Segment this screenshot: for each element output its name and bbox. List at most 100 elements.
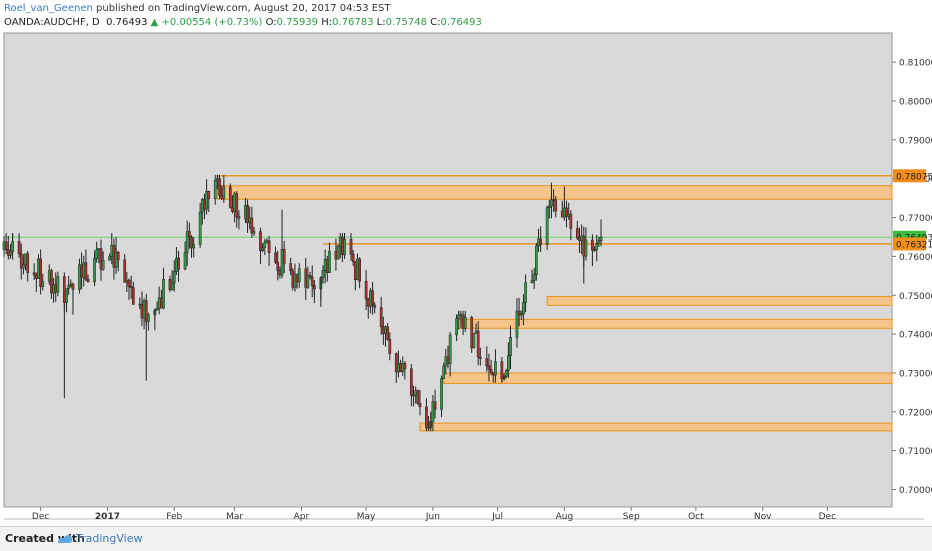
candle[interactable] bbox=[394, 352, 398, 383]
candle[interactable] bbox=[517, 297, 521, 327]
candle[interactable] bbox=[519, 310, 523, 320]
candle[interactable] bbox=[358, 257, 361, 289]
candle[interactable] bbox=[515, 298, 519, 348]
candle[interactable] bbox=[485, 346, 489, 372]
candle[interactable] bbox=[524, 274, 527, 313]
candle[interactable] bbox=[310, 265, 314, 298]
candle[interactable] bbox=[494, 349, 497, 383]
candle[interactable] bbox=[67, 276, 71, 296]
candle[interactable] bbox=[463, 310, 467, 332]
candle[interactable] bbox=[584, 227, 588, 261]
candle[interactable] bbox=[595, 234, 599, 262]
candle[interactable] bbox=[32, 263, 36, 280]
candle[interactable] bbox=[93, 250, 96, 287]
candle[interactable] bbox=[246, 199, 249, 233]
candle[interactable] bbox=[336, 244, 340, 260]
candle[interactable] bbox=[17, 233, 21, 258]
candle[interactable] bbox=[297, 263, 301, 288]
candle[interactable] bbox=[205, 179, 208, 215]
candle[interactable] bbox=[291, 267, 295, 291]
candle[interactable] bbox=[349, 233, 353, 261]
candle[interactable] bbox=[597, 236, 601, 247]
candle[interactable] bbox=[545, 205, 549, 250]
candle[interactable] bbox=[123, 254, 127, 283]
candle[interactable] bbox=[261, 243, 264, 253]
candle[interactable] bbox=[4, 233, 8, 255]
candle[interactable] bbox=[418, 389, 422, 416]
candle[interactable] bbox=[207, 190, 211, 213]
candle[interactable] bbox=[386, 323, 390, 341]
candle[interactable] bbox=[530, 269, 534, 284]
candle[interactable] bbox=[26, 250, 30, 282]
author-link[interactable]: Roel_van_Geenen bbox=[4, 3, 93, 14]
candle[interactable] bbox=[86, 274, 90, 283]
candle[interactable] bbox=[65, 288, 68, 313]
candle[interactable] bbox=[172, 260, 176, 292]
candle[interactable] bbox=[535, 242, 538, 281]
candle[interactable] bbox=[373, 302, 377, 314]
candle[interactable] bbox=[190, 235, 193, 258]
candle[interactable] bbox=[131, 281, 135, 305]
candle[interactable] bbox=[364, 269, 368, 311]
candle[interactable] bbox=[267, 235, 271, 266]
candle[interactable] bbox=[504, 368, 508, 379]
candle[interactable] bbox=[308, 271, 312, 280]
candle[interactable] bbox=[50, 268, 53, 300]
candle[interactable] bbox=[9, 243, 12, 259]
candle[interactable] bbox=[108, 253, 111, 261]
candle[interactable] bbox=[506, 342, 510, 378]
candle[interactable] bbox=[95, 241, 99, 263]
candle[interactable] bbox=[250, 206, 254, 238]
candle[interactable] bbox=[416, 389, 420, 405]
candle[interactable] bbox=[539, 226, 543, 253]
candle[interactable] bbox=[39, 249, 42, 295]
candle[interactable] bbox=[431, 394, 435, 432]
support-resistance-zone[interactable] bbox=[546, 295, 893, 306]
candle[interactable] bbox=[177, 250, 180, 282]
candle[interactable] bbox=[509, 325, 512, 370]
candle[interactable] bbox=[489, 359, 493, 376]
candle[interactable] bbox=[569, 210, 573, 241]
candle[interactable] bbox=[448, 331, 452, 377]
support-resistance-zone[interactable] bbox=[443, 372, 893, 384]
candle[interactable] bbox=[433, 389, 437, 419]
symbol-label[interactable]: OANDA:AUDCHF, D bbox=[4, 17, 100, 28]
plot-area[interactable] bbox=[3, 32, 893, 508]
candle[interactable] bbox=[56, 271, 60, 297]
candle[interactable] bbox=[155, 301, 159, 311]
candle[interactable] bbox=[442, 362, 446, 380]
candle[interactable] bbox=[351, 249, 355, 266]
candle[interactable] bbox=[593, 246, 596, 252]
candle[interactable] bbox=[116, 251, 120, 272]
candle[interactable] bbox=[532, 267, 536, 289]
candle[interactable] bbox=[554, 196, 558, 218]
support-resistance-zone[interactable] bbox=[216, 185, 893, 200]
candle[interactable] bbox=[289, 257, 293, 276]
candle[interactable] bbox=[487, 353, 491, 382]
candle[interactable] bbox=[127, 278, 131, 300]
candle[interactable] bbox=[476, 321, 480, 366]
candle[interactable] bbox=[41, 273, 45, 291]
candle[interactable] bbox=[427, 416, 430, 432]
candle[interactable] bbox=[162, 267, 165, 310]
candle[interactable] bbox=[410, 363, 413, 407]
candle[interactable] bbox=[263, 238, 267, 256]
candle[interactable] bbox=[183, 241, 187, 271]
candle[interactable] bbox=[478, 347, 482, 366]
candle[interactable] bbox=[412, 385, 415, 407]
candle[interactable] bbox=[328, 242, 331, 273]
candle[interactable] bbox=[198, 203, 202, 248]
candle[interactable] bbox=[321, 265, 325, 284]
candle[interactable] bbox=[280, 244, 284, 279]
tradingview-link[interactable]: TradingView bbox=[76, 532, 143, 545]
candle[interactable] bbox=[440, 375, 443, 418]
candle[interactable] bbox=[19, 243, 23, 280]
candle[interactable] bbox=[101, 251, 105, 271]
price-chart[interactable]: 0.810000.800000.790000.780000.770000.760… bbox=[0, 0, 932, 526]
candle[interactable] bbox=[129, 275, 133, 299]
candle[interactable] bbox=[522, 294, 525, 326]
candle[interactable] bbox=[235, 191, 239, 228]
candle[interactable] bbox=[547, 199, 551, 219]
candle[interactable] bbox=[188, 222, 191, 249]
candle[interactable] bbox=[379, 296, 383, 335]
